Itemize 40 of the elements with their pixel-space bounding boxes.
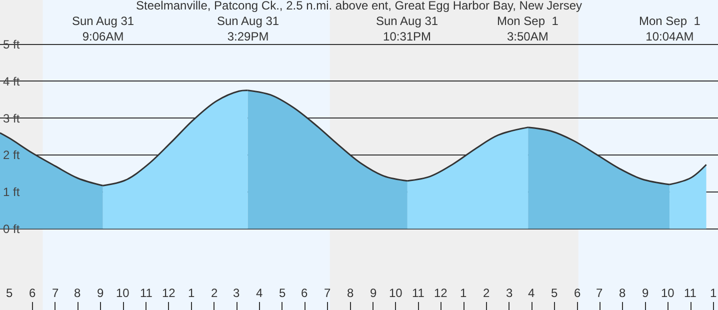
x-tick-label: 8 — [347, 286, 354, 300]
x-tick-label: 9 — [642, 286, 649, 300]
x-tick-label: 11 — [412, 286, 425, 300]
x-tick-label: 1 — [188, 286, 195, 300]
x-tick-label: 12 — [162, 286, 176, 300]
annotation: Sun Aug 31 9:06AM — [72, 14, 134, 44]
annotation: Mon Sep 1 3:50AM — [497, 14, 559, 44]
x-tick-label: 5 — [6, 286, 13, 300]
x-tick-label: 4 — [256, 286, 263, 300]
x-tick-label: 9 — [97, 286, 104, 300]
x-tick-label: 8 — [74, 286, 81, 300]
x-tick-label: 9 — [370, 286, 377, 300]
x-tick-label: 1 — [460, 286, 467, 300]
annotation: Mon Sep 1 10:04AM — [639, 14, 701, 44]
x-tick-label: 3 — [506, 286, 513, 300]
x-tick-label: 10 — [389, 286, 403, 300]
x-tick-label: 10 — [661, 286, 675, 300]
x-tick-label: 2 — [211, 286, 218, 300]
x-tick-label: 5 — [551, 286, 558, 300]
x-tick-label: 11 — [684, 286, 697, 300]
chart-title: Steelmanville, Patcong Ck., 2.5 n.mi. above ent, Great Egg Harbor Bay, New Jersey — [136, 0, 582, 12]
x-tick-label: 10 — [116, 286, 130, 300]
annotation: Sun Aug 31 3:29PM — [217, 14, 280, 44]
x-tick-label: 2 — [483, 286, 490, 300]
x-tick-label: 7 — [324, 286, 331, 300]
x-tick-label: 6 — [574, 286, 581, 300]
x-tick-label: 4 — [528, 286, 535, 300]
x-tick-label: 3 — [233, 286, 240, 300]
x-tick-label: 1 — [710, 286, 717, 300]
annotation: Sun Aug 31 10:31PM — [376, 14, 438, 44]
x-tick-label: 11 — [140, 286, 153, 300]
x-tick-label: 6 — [301, 286, 308, 300]
x-tick-label: 7 — [596, 286, 603, 300]
y-tick-label: 2 ft — [3, 148, 20, 162]
x-tick-label: 6 — [29, 286, 36, 300]
y-tick-label: 1 ft — [3, 185, 20, 200]
x-tick-label: 12 — [434, 286, 448, 300]
x-tick-label: 7 — [52, 286, 59, 300]
x-tick-label: 8 — [619, 286, 626, 300]
x-tick-label: 5 — [279, 286, 286, 300]
